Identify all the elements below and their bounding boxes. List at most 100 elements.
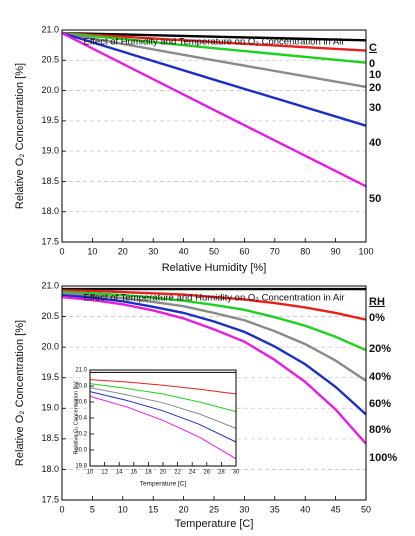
series-line: [61, 31, 367, 89]
chart-title: Effect of Humidity and Temperature on O₂…: [83, 37, 344, 48]
x-tick-label: 40: [300, 504, 310, 514]
x-tick-label: 26: [203, 470, 210, 476]
x-tick-label: 100: [358, 246, 373, 256]
series-line: [61, 31, 367, 127]
y-tick-label: 18.0: [41, 464, 59, 474]
y-tick-label: 20.6: [75, 400, 87, 406]
y-tick-label: 20.0: [41, 85, 59, 95]
x-axis-label: Relative Humidity [%]: [162, 262, 267, 274]
x-tick-label: 30: [233, 470, 240, 476]
y-tick-label: 20.2: [75, 432, 87, 438]
legend-label: 20: [369, 82, 381, 94]
x-tick-label: 12: [101, 470, 108, 476]
series-line: [61, 31, 367, 188]
series-line: [61, 290, 367, 352]
plot-frame: [89, 369, 237, 467]
series-line: [89, 387, 237, 429]
y-tick-label: 20.5: [41, 311, 59, 321]
legend-label: 30: [369, 102, 381, 114]
legend-label: 100%: [369, 452, 397, 464]
x-axis-label: Temperature [C]: [140, 481, 187, 488]
series-line: [61, 31, 367, 52]
y-tick-label: 17.5: [41, 494, 59, 504]
x-tick-label: 5: [90, 504, 95, 514]
x-tick-label: 0: [59, 504, 64, 514]
y-tick-label: 19.0: [41, 403, 59, 413]
x-tick-label: 22: [174, 470, 181, 476]
x-tick-label: 20: [118, 246, 128, 256]
y-tick-label: 20.0: [75, 448, 87, 454]
x-tick-label: 18: [145, 470, 152, 476]
y-tick-label: 20.0: [41, 342, 59, 352]
plot-area: [62, 30, 366, 242]
x-axis-label: Temperature [C]: [175, 518, 254, 530]
series-line: [89, 379, 237, 395]
x-tick-label: 16: [130, 470, 137, 476]
y-tick-label: 21.0: [75, 368, 87, 374]
y-tick-label: 18.0: [41, 206, 59, 216]
series-line: [61, 31, 367, 42]
series-line: [61, 289, 367, 321]
x-tick-label: 25: [209, 504, 219, 514]
plot-area: [90, 370, 236, 466]
x-tick-label: 45: [331, 504, 341, 514]
y-axis-label: Relative O₂ Concentration [%]: [14, 63, 26, 209]
legend-label: 20%: [369, 343, 391, 355]
x-tick-label: 80: [300, 246, 310, 256]
y-tick-label: 18.5: [41, 176, 59, 186]
legend-label: 60%: [369, 398, 391, 410]
legend-label: 50: [369, 193, 381, 205]
x-tick-label: 15: [148, 504, 158, 514]
series-line: [61, 293, 367, 416]
legend-title: C: [369, 42, 377, 54]
x-tick-label: 90: [331, 246, 341, 256]
y-tick-label: 18.5: [41, 433, 59, 443]
x-tick-label: 24: [189, 470, 196, 476]
x-tick-label: 28: [218, 470, 225, 476]
y-tick-label: 20.8: [75, 384, 87, 390]
legend-label: 0%: [369, 312, 385, 324]
y-tick-label: 21.0: [41, 280, 59, 290]
y-axis-label: Relative O₂ Concentration [%]: [73, 381, 79, 455]
legend-title: RH: [369, 296, 385, 308]
x-tick-label: 10: [87, 246, 97, 256]
series-line: [61, 31, 367, 64]
x-tick-label: 60: [239, 246, 249, 256]
series-line: [61, 295, 367, 445]
x-tick-label: 0: [59, 246, 64, 256]
chart-title: Effect of Temperature and Humidity on O₂…: [83, 293, 344, 304]
series-line: [89, 395, 237, 460]
legend-label: 40: [369, 137, 381, 149]
series-line: [61, 292, 367, 382]
x-tick-label: 35: [270, 504, 280, 514]
y-tick-label: 20.4: [75, 416, 87, 422]
y-axis-label: Relative O₂ Concentration [%]: [14, 320, 26, 466]
x-tick-label: 20: [160, 470, 167, 476]
x-tick-label: 10: [87, 470, 94, 476]
plot-frame: [61, 285, 367, 501]
x-tick-label: 30: [148, 246, 158, 256]
x-tick-label: 50: [209, 246, 219, 256]
x-tick-label: 10: [118, 504, 128, 514]
x-tick-label: 14: [116, 470, 123, 476]
series-line: [89, 391, 237, 443]
series-line: [89, 383, 237, 413]
y-tick-label: 19.8: [75, 464, 87, 470]
legend-label: 10: [369, 69, 381, 81]
y-tick-label: 19.0: [41, 146, 59, 156]
y-tick-label: 19.5: [41, 372, 59, 382]
y-tick-label: 19.5: [41, 115, 59, 125]
x-tick-label: 20: [179, 504, 189, 514]
x-tick-label: 40: [179, 246, 189, 256]
legend-label: 40%: [369, 371, 391, 383]
plot-frame: [61, 29, 367, 243]
x-tick-label: 50: [361, 504, 371, 514]
x-tick-label: 70: [270, 246, 280, 256]
y-tick-label: 20.5: [41, 55, 59, 65]
y-tick-label: 21.0: [41, 24, 59, 34]
y-tick-label: 17.5: [41, 236, 59, 246]
legend-label: 80%: [369, 424, 391, 436]
legend-label: 0: [369, 58, 375, 70]
